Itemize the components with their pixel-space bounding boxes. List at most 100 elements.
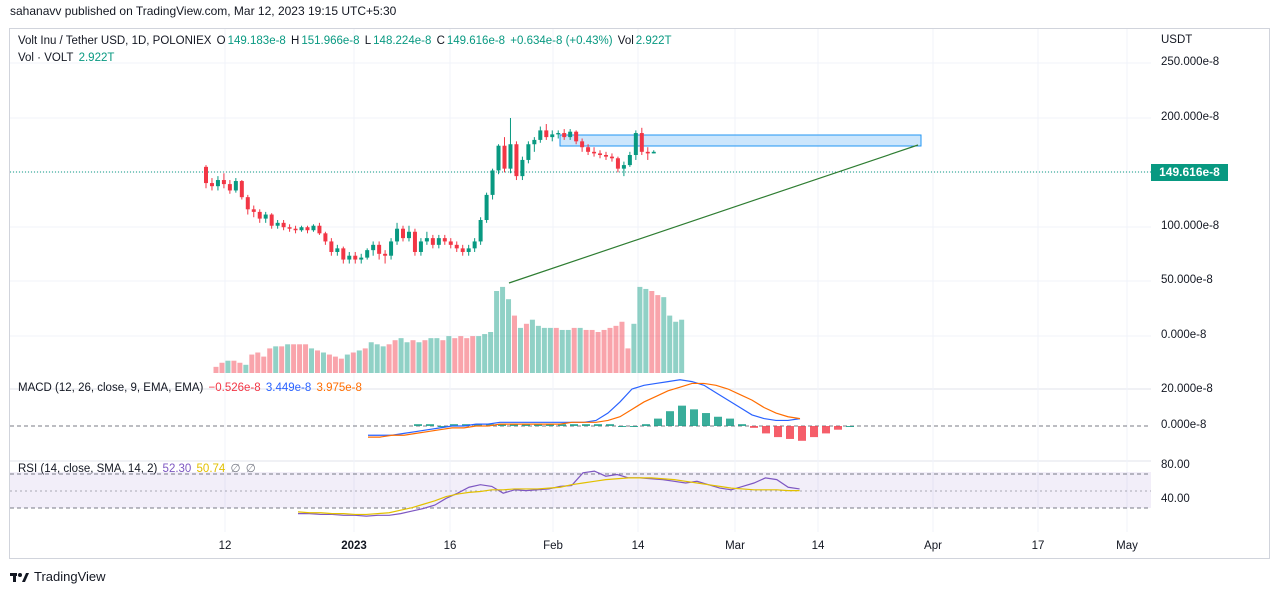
volume-bar <box>452 338 458 373</box>
macd-histogram-bar <box>546 424 554 426</box>
candle-body <box>406 231 411 239</box>
macd-histogram-bar <box>642 424 650 426</box>
macd-legend[interactable]: MACD (12, 26, close, 9, EMA, EMA) −0.526… <box>18 382 364 394</box>
candle-body <box>395 228 400 242</box>
volume-bar <box>225 360 231 373</box>
candle-body <box>227 184 232 191</box>
candle-body <box>621 165 626 169</box>
candle-body <box>574 131 579 142</box>
volume-bar <box>338 358 344 373</box>
price-tick: 50.000e-8 <box>1161 274 1213 286</box>
candle-body <box>592 151 597 154</box>
candle-body <box>442 238 447 242</box>
candle-body <box>472 241 477 249</box>
volume-bar <box>368 342 374 373</box>
rsi-ma-line <box>297 477 800 516</box>
candle-body <box>562 133 567 138</box>
candle-body <box>645 151 650 154</box>
volume-bar <box>261 356 267 373</box>
macd-legend-label: MACD (12, 26, close, 9, EMA, EMA) <box>18 382 204 394</box>
volume-bar <box>446 336 452 373</box>
candle-body <box>436 238 441 245</box>
volume-bar <box>589 329 595 373</box>
candle-body <box>598 153 603 156</box>
volume-bar <box>553 327 559 373</box>
macd-histogram-bar <box>750 426 758 428</box>
candle-body <box>639 133 644 152</box>
candle-body <box>365 250 370 258</box>
resistance-zone[interactable] <box>559 134 922 147</box>
volume-bar <box>458 336 464 373</box>
x-tick: 12 <box>218 540 232 552</box>
low-label: L <box>364 35 372 47</box>
volume-bar <box>243 364 249 373</box>
signal-value: 3.975e-8 <box>316 382 362 394</box>
candle-body <box>317 225 322 234</box>
symbol-label: Volt Inu / Tether USD, 1D, POLONIEX <box>18 35 212 47</box>
volume-bar <box>529 319 535 373</box>
volume-bar <box>309 348 315 373</box>
volume-bar <box>350 352 356 373</box>
price-tick: 100.000e-8 <box>1161 220 1220 232</box>
volume-bar <box>219 362 225 373</box>
candle-body <box>353 255 358 260</box>
macd-value: 3.449e-8 <box>265 382 312 394</box>
candle-body <box>520 159 525 177</box>
candle-body <box>359 257 364 260</box>
macd-histogram-bar <box>570 424 578 426</box>
x-tick: 14 <box>811 540 825 552</box>
main-legend[interactable]: Volt Inu / Tether USD, 1D, POLONIEX O 149… <box>18 35 674 47</box>
candle-body <box>209 183 214 187</box>
candle-body <box>627 155 632 166</box>
macd-histogram-bar <box>810 426 818 438</box>
candle-body <box>389 241 394 256</box>
candle-body <box>424 238 429 242</box>
low-value: 148.224e-8 <box>373 35 432 47</box>
close-label: C <box>436 35 445 47</box>
macd-histogram-bar <box>678 405 686 426</box>
macd-histogram-bar <box>702 413 710 426</box>
change-value: +0.634e-8 (+0.43%) <box>510 35 613 47</box>
open-label: O <box>216 35 226 47</box>
vol-label: Vol <box>617 35 634 47</box>
candle-body <box>514 144 519 177</box>
open-value: 149.183e-8 <box>227 35 286 47</box>
candle-body <box>371 244 376 251</box>
candle-body <box>430 238 435 245</box>
volume-bar <box>577 327 583 373</box>
volume-bar <box>661 297 667 373</box>
volume-bar <box>523 323 529 373</box>
candle-body <box>329 241 334 252</box>
candle-body <box>383 253 388 256</box>
last-price-badge: 149.616e-8 <box>1151 164 1228 181</box>
tradingview-brand[interactable]: TradingView <box>10 569 106 584</box>
candle-body <box>496 145 501 171</box>
macd-histogram-bar <box>726 418 734 426</box>
rsi-legend[interactable]: RSI (14, close, SMA, 14, 2) 52.30 50.74 … <box>18 461 258 475</box>
candle-body <box>401 228 406 239</box>
macd-histogram-bar <box>498 424 506 426</box>
ascending-trendline[interactable] <box>508 144 919 284</box>
macd-histogram-bar <box>606 424 614 426</box>
candle-body <box>586 147 591 152</box>
volume-bar <box>535 325 541 373</box>
macd-histogram-bar <box>522 424 530 426</box>
rsi-tick: 40.00 <box>1161 493 1190 505</box>
candle-body <box>245 197 250 210</box>
volume-bar <box>255 352 261 373</box>
macd-histogram-bar <box>630 426 638 427</box>
rsi-value: 52.30 <box>162 463 192 475</box>
candle-body <box>233 181 238 191</box>
macd-histogram-bar <box>450 424 458 426</box>
volume-bar <box>434 338 440 373</box>
x-tick: Mar <box>725 540 745 552</box>
macd-histogram-bar <box>414 424 422 426</box>
candle-body <box>568 131 573 138</box>
candles-group <box>204 118 656 264</box>
volume-legend[interactable]: Vol · VOLT 2.922T <box>18 52 116 64</box>
macd-histogram-bar <box>438 426 446 427</box>
volume-bar <box>303 344 309 373</box>
candle-body <box>526 144 531 160</box>
volume-bar <box>285 344 291 373</box>
